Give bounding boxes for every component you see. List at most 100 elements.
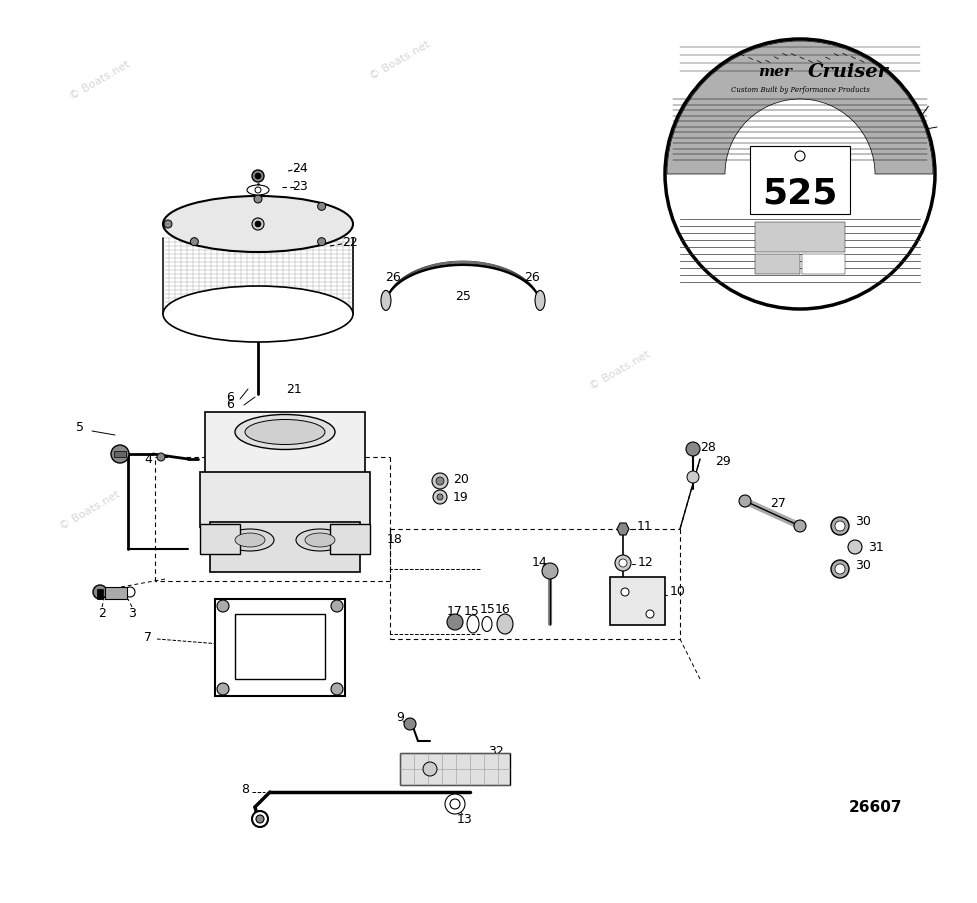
Text: 26: 26 bbox=[385, 271, 401, 284]
Bar bbox=[400, 753, 510, 785]
Text: 525: 525 bbox=[762, 176, 837, 209]
Circle shape bbox=[125, 587, 135, 598]
Circle shape bbox=[404, 718, 416, 731]
Circle shape bbox=[164, 220, 172, 228]
Text: 30: 30 bbox=[855, 515, 871, 528]
Text: 12: 12 bbox=[638, 556, 654, 569]
Text: © Boats.net: © Boats.net bbox=[58, 489, 122, 531]
Circle shape bbox=[794, 520, 806, 533]
Ellipse shape bbox=[226, 529, 274, 552]
Text: 32: 32 bbox=[488, 745, 504, 758]
Text: 33: 33 bbox=[911, 121, 926, 135]
Text: 23: 23 bbox=[292, 180, 308, 192]
Ellipse shape bbox=[163, 197, 353, 253]
Text: 28: 28 bbox=[700, 441, 716, 454]
Text: © Boats.net: © Boats.net bbox=[588, 349, 652, 391]
Circle shape bbox=[665, 40, 935, 310]
Circle shape bbox=[835, 564, 845, 574]
Bar bbox=[205, 413, 365, 478]
Circle shape bbox=[795, 152, 805, 162]
Circle shape bbox=[255, 222, 261, 228]
Circle shape bbox=[252, 219, 264, 231]
Circle shape bbox=[542, 563, 558, 580]
Text: 2: 2 bbox=[98, 607, 106, 619]
Circle shape bbox=[686, 442, 700, 457]
Circle shape bbox=[256, 815, 264, 824]
Ellipse shape bbox=[245, 420, 325, 445]
Ellipse shape bbox=[535, 291, 545, 312]
Text: 11: 11 bbox=[637, 520, 653, 533]
Text: 8: 8 bbox=[241, 783, 249, 796]
Ellipse shape bbox=[296, 529, 344, 552]
Text: 10: 10 bbox=[670, 585, 686, 598]
Polygon shape bbox=[215, 600, 345, 696]
Circle shape bbox=[621, 589, 629, 596]
Bar bbox=[755, 223, 845, 253]
Text: 30: 30 bbox=[855, 559, 871, 572]
Circle shape bbox=[255, 188, 261, 194]
Ellipse shape bbox=[235, 534, 265, 547]
Circle shape bbox=[450, 799, 460, 809]
Circle shape bbox=[436, 478, 444, 486]
Text: 22: 22 bbox=[342, 236, 358, 248]
Text: 3: 3 bbox=[128, 607, 136, 619]
Ellipse shape bbox=[467, 615, 479, 633]
Bar bbox=[200, 472, 370, 527]
Circle shape bbox=[157, 453, 165, 461]
Polygon shape bbox=[617, 524, 629, 535]
Circle shape bbox=[217, 600, 229, 612]
Circle shape bbox=[318, 203, 325, 211]
Circle shape bbox=[93, 585, 107, 600]
Text: 29: 29 bbox=[715, 455, 731, 468]
Circle shape bbox=[835, 521, 845, 531]
Text: Cruiser: Cruiser bbox=[808, 63, 889, 81]
Ellipse shape bbox=[235, 415, 335, 450]
Text: 14: 14 bbox=[532, 556, 548, 569]
Text: © Boats.net: © Boats.net bbox=[368, 39, 432, 81]
Bar bbox=[802, 255, 845, 275]
Bar bbox=[114, 452, 126, 458]
Circle shape bbox=[687, 471, 699, 483]
Text: 15: 15 bbox=[464, 605, 480, 618]
Text: 17: 17 bbox=[447, 605, 463, 618]
Circle shape bbox=[111, 445, 129, 463]
Ellipse shape bbox=[163, 286, 353, 342]
Circle shape bbox=[423, 762, 437, 777]
Text: 31: 31 bbox=[868, 541, 884, 554]
Circle shape bbox=[217, 684, 229, 695]
Text: 26607: 26607 bbox=[848, 800, 902, 815]
Circle shape bbox=[646, 610, 654, 619]
Bar bbox=[610, 577, 665, 625]
Circle shape bbox=[191, 238, 198, 247]
Text: 7: 7 bbox=[144, 631, 152, 644]
Ellipse shape bbox=[497, 614, 513, 634]
Text: 24: 24 bbox=[292, 162, 308, 174]
Circle shape bbox=[254, 196, 262, 204]
Text: 19: 19 bbox=[453, 491, 469, 504]
Bar bbox=[105, 587, 127, 600]
Circle shape bbox=[252, 811, 268, 827]
Circle shape bbox=[255, 173, 261, 180]
Text: 26: 26 bbox=[524, 271, 540, 284]
Text: 9: 9 bbox=[396, 711, 404, 723]
Circle shape bbox=[437, 495, 443, 500]
Ellipse shape bbox=[482, 617, 492, 632]
Polygon shape bbox=[235, 614, 325, 679]
Circle shape bbox=[619, 559, 627, 567]
Bar bbox=[750, 147, 850, 215]
Text: 1: 1 bbox=[214, 549, 222, 562]
Bar bbox=[97, 590, 103, 600]
Bar bbox=[210, 523, 360, 573]
Circle shape bbox=[739, 496, 751, 507]
Text: 6: 6 bbox=[226, 391, 234, 404]
Text: 16: 16 bbox=[495, 603, 511, 616]
Circle shape bbox=[615, 555, 631, 572]
Text: 20: 20 bbox=[453, 473, 469, 486]
Text: 15: 15 bbox=[480, 603, 496, 616]
Text: 25: 25 bbox=[455, 290, 471, 303]
Circle shape bbox=[445, 794, 465, 815]
Text: 21: 21 bbox=[286, 383, 302, 396]
Circle shape bbox=[331, 600, 343, 612]
Text: 18: 18 bbox=[387, 533, 403, 546]
Ellipse shape bbox=[381, 291, 391, 312]
